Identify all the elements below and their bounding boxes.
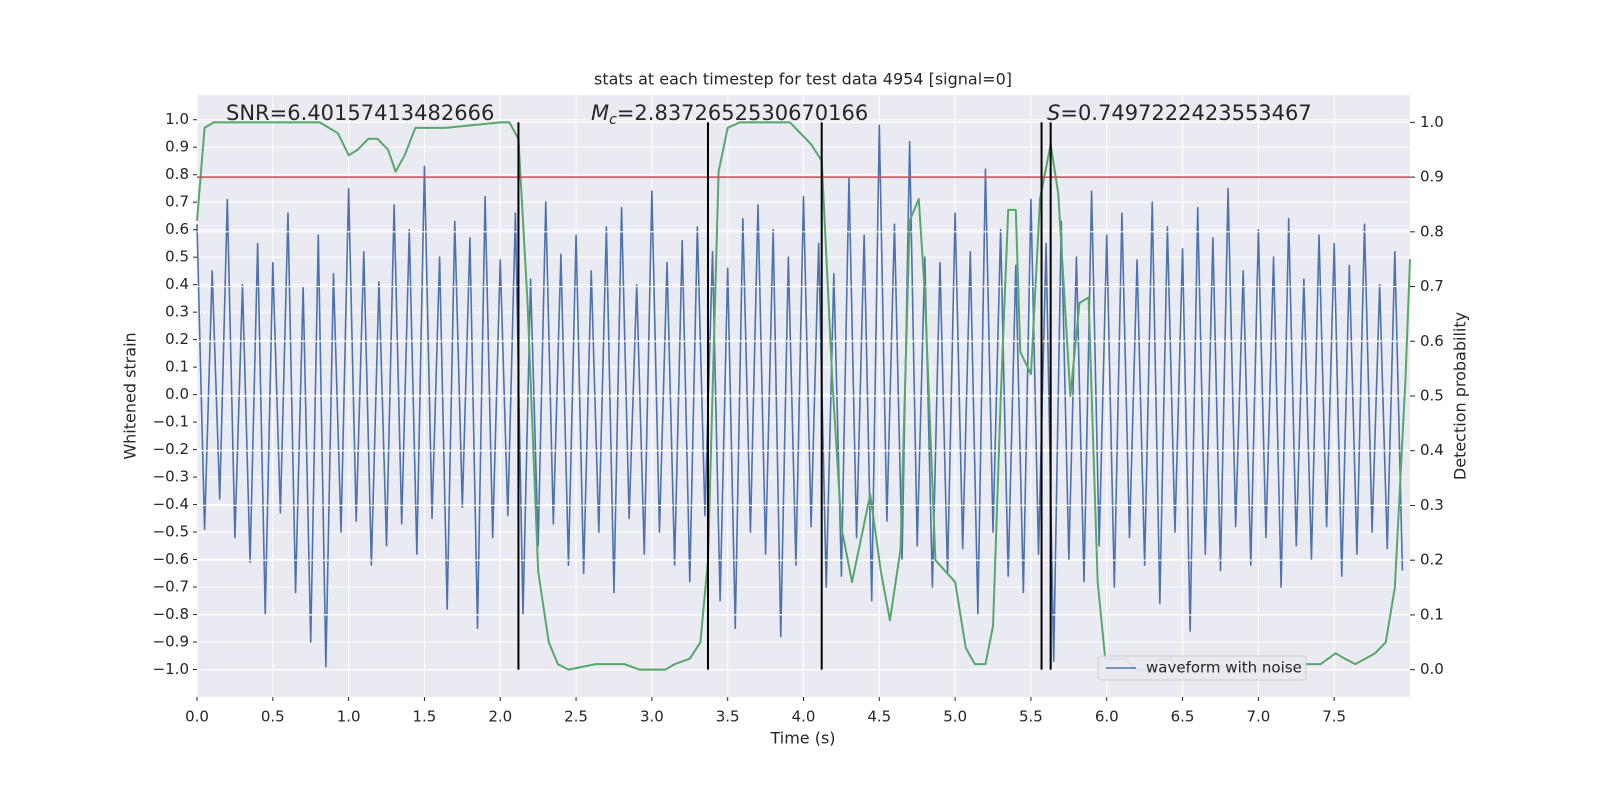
y-tick-label: −0.8 [153,605,189,623]
x-tick-label: 6.5 [1171,708,1195,726]
legend-label: waveform with noise [1146,659,1302,677]
annotation-part: =0.7497222423553467 [1060,101,1311,125]
legend-box [1097,655,1307,681]
series-line [196,124,1404,668]
x-tick-label: 7.0 [1246,708,1270,726]
annotation-part: c [609,112,617,128]
y-tick-label: 0.6 [165,220,189,238]
annotation-part: =2.8372652530670166 [617,101,868,125]
y-tick-label: 0.4 [165,275,189,293]
chart-title: stats at each timestep for test data 495… [594,70,1012,89]
y-tick-label: −0.5 [153,523,189,541]
x-tick-label: 3.0 [640,708,664,726]
y-tick-label: −0.2 [153,440,189,458]
x-tick-label: 1.5 [413,708,437,726]
annotation: S=0.7497222423553467 [1047,101,1312,125]
x-tick-label: 1.0 [337,708,361,726]
x-tick-label: 6.0 [1095,708,1119,726]
x-axis-label: Time (s) [769,729,835,748]
y2-tick-label: 0.6 [1420,332,1444,350]
y-tick-label: 0.2 [165,330,189,348]
x-tick-label: 3.5 [716,708,740,726]
y2-tick-label: 0.1 [1420,605,1444,623]
y-tick-label: −1.0 [153,660,189,678]
y-tick-label: 0.3 [165,303,189,321]
y2-tick-label: 0.7 [1420,277,1444,295]
y2-axis-label: Detection probability [1451,312,1470,480]
x-tick-label: 0.0 [185,708,209,726]
y2-tick-label: 0.0 [1420,660,1444,678]
x-tick-label: 0.5 [261,708,285,726]
y2-tick-label: 0.2 [1420,551,1444,569]
y-tick-label: 0.0 [165,385,189,403]
x-tick-label: 2.0 [488,708,512,726]
y2-tick-label: 0.5 [1420,387,1444,405]
y-tick-label: −0.3 [153,468,189,486]
y-tick-label: 0.1 [165,358,189,376]
y-tick-label: 1.0 [165,110,189,128]
annotation-part: M [591,101,609,125]
x-tick-label: 2.5 [564,708,588,726]
y-tick-label: 0.5 [165,248,189,266]
x-tick-label: 4.0 [792,708,816,726]
y-tick-label: −0.4 [153,495,189,513]
y2-tick-label: 0.3 [1420,496,1444,514]
x-tick-label: 5.5 [1019,708,1043,726]
y2-tick-label: 0.4 [1420,441,1444,459]
y-tick-label: −0.9 [153,633,189,651]
annotation-part: SNR=6.40157413482666 [226,101,494,125]
y-tick-label: −0.7 [153,578,189,596]
marks [196,121,1411,671]
y-tick-label: −0.6 [153,550,189,568]
x-tick-label: 4.5 [867,708,891,726]
y-tick-label: −0.1 [153,413,189,431]
y-tick-label: 0.8 [165,165,189,183]
annotation-part: S [1047,101,1060,125]
y2-tick-label: 1.0 [1420,113,1444,131]
y-axis-label: Whitened strain [121,332,140,459]
y2-tick-label: 0.9 [1420,168,1444,186]
annotation: Mc=2.8372652530670166 [591,101,868,128]
y-tick-label: 0.9 [165,138,189,156]
annotation: SNR=6.40157413482666 [226,101,494,125]
y2-tick-label: 0.8 [1420,222,1444,240]
x-tick-label: 5.0 [943,708,967,726]
y-tick-label: 0.7 [165,193,189,211]
x-tick-label: 7.5 [1322,708,1346,726]
